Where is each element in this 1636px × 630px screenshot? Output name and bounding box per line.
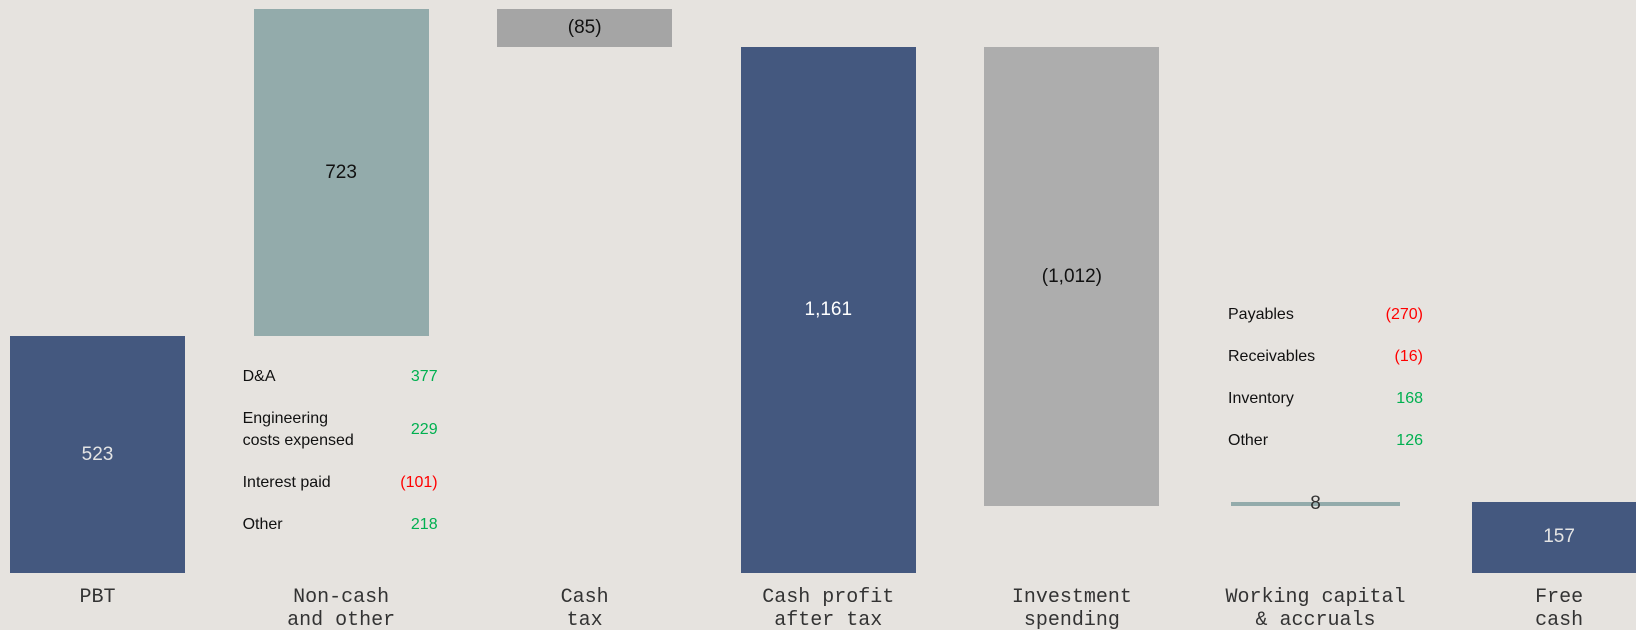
bar	[10, 336, 185, 573]
breakdown-table: Payables (270) Receivables (16) Inventory 168…	[1228, 294, 1423, 462]
breakdown-row: D&A 377	[243, 356, 438, 398]
bar	[497, 9, 673, 48]
bar	[984, 47, 1160, 506]
breakdown-value: 126	[1396, 431, 1423, 449]
breakdown-name: D&A	[242, 368, 276, 386]
breakdown-value: 218	[410, 516, 438, 534]
bar	[1471, 501, 1636, 573]
value-label: 157	[1543, 526, 1575, 548]
breakdown-row: Other 126	[1228, 420, 1423, 462]
value-label: (1,012)	[1041, 265, 1102, 287]
breakdown-row: Receivables (16)	[1228, 336, 1423, 378]
breakdown-value: 168	[1396, 389, 1423, 407]
x-tick-label: Cash tax	[560, 586, 609, 630]
breakdown-table: D&A 377 Engineering costs expensed 229 Inter…	[243, 356, 438, 546]
breakdown-name: Payables	[1228, 305, 1294, 323]
value-label: 1,161	[804, 299, 853, 321]
breakdown-value: (270)	[1385, 305, 1423, 323]
breakdown-row: Other 218	[243, 504, 438, 546]
breakdown-name: Receivables	[1228, 347, 1316, 365]
breakdown-row: Inventory 168	[1228, 378, 1423, 420]
bar	[253, 9, 429, 337]
breakdown-value: 377	[410, 368, 438, 386]
bar	[740, 47, 916, 573]
breakdown-value: (16)	[1394, 347, 1423, 365]
breakdown-row: Payables (270)	[1228, 294, 1423, 336]
x-tick-label: Working capital & accruals	[1225, 586, 1406, 630]
breakdown-name: Other	[1228, 431, 1269, 449]
x-tick-label: Cash profit after tax	[762, 586, 895, 630]
value-label: 8	[1310, 492, 1321, 514]
breakdown-row: Engineering costs expensed 229	[243, 398, 438, 462]
breakdown-row: Interest paid (101)	[243, 462, 438, 504]
x-tick-label: Non-cash and other	[287, 586, 396, 630]
breakdown-name: Engineering costs expensed	[242, 410, 354, 450]
bar	[1231, 501, 1400, 506]
breakdown-name: Inventory	[1228, 389, 1294, 407]
value-label: 723	[325, 161, 357, 183]
breakdown-name: Interest paid	[242, 474, 331, 492]
breakdown-value: (101)	[400, 474, 438, 492]
value-label: (85)	[567, 17, 602, 39]
breakdown-value: 229	[410, 421, 438, 439]
x-tick-label: PBT	[79, 586, 116, 609]
value-label: 523	[81, 443, 114, 465]
x-tick-label: Investment spending	[1011, 586, 1132, 630]
breakdown-name: Other	[242, 516, 283, 534]
x-tick-label: Free cash flow	[1535, 586, 1584, 630]
